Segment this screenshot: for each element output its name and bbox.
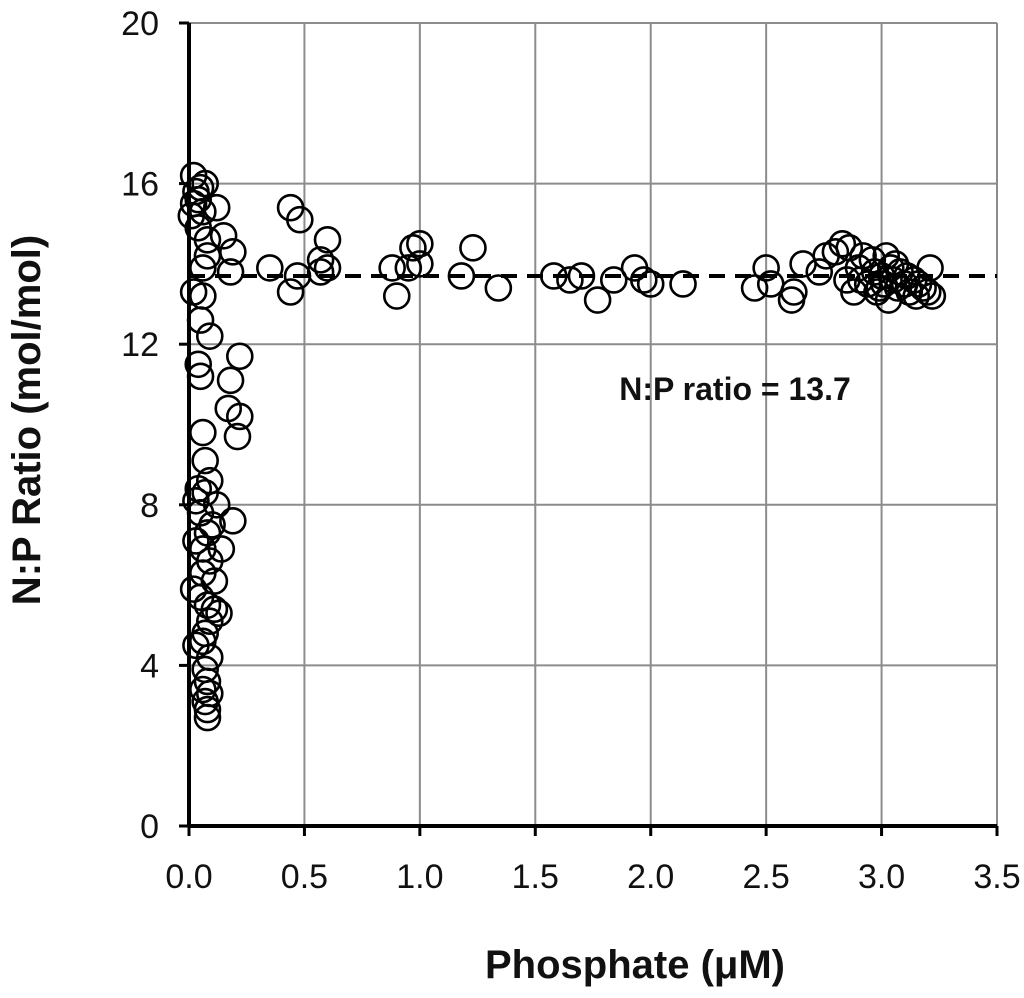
- data-point: [202, 490, 231, 519]
- data-point: [313, 254, 342, 282]
- data-point: [193, 703, 222, 732]
- data-points: [177, 161, 947, 732]
- reference-line-label: N:P ratio = 13.7: [619, 371, 851, 407]
- data-point: [539, 262, 568, 290]
- data-point: [195, 322, 224, 350]
- data-point: [216, 366, 245, 395]
- y-tick-label: 0: [140, 808, 159, 846]
- data-point: [184, 350, 213, 379]
- data-point: [484, 274, 513, 302]
- data-point: [202, 193, 231, 222]
- data-point: [306, 258, 335, 286]
- data-point: [629, 266, 658, 294]
- data-point: [189, 282, 217, 310]
- data-point: [191, 446, 219, 475]
- data-point: [870, 270, 898, 298]
- gridlines: [189, 22, 998, 826]
- y-tick-label: 16: [121, 166, 159, 204]
- data-point: [406, 230, 434, 258]
- data-point: [286, 205, 314, 234]
- data-point: [378, 254, 406, 282]
- data-point: [918, 282, 947, 310]
- data-point: [669, 270, 697, 298]
- data-point: [225, 342, 254, 371]
- x-tick-label: 2.0: [627, 858, 674, 896]
- data-point: [306, 246, 335, 274]
- y-tick-label: 20: [121, 5, 159, 43]
- data-point: [276, 278, 305, 306]
- data-point: [399, 234, 427, 262]
- data-point: [225, 402, 254, 431]
- data-point: [406, 250, 434, 278]
- x-tick-labels: 0.0 0.5 1.0 1.5 2.0 2.5 3.0 3.5: [165, 858, 1020, 896]
- data-point: [447, 262, 476, 290]
- data-point: [583, 286, 612, 314]
- x-tick-label: 0.5: [281, 858, 328, 896]
- data-point: [740, 274, 769, 302]
- data-point: [556, 266, 584, 294]
- data-point: [179, 575, 208, 603]
- x-tick-label: 3.5: [973, 858, 1020, 896]
- y-tick-labels: 0 4 8 12 16 20: [121, 5, 159, 846]
- y-axis-title: N:P Ratio (mol/mol): [5, 235, 49, 605]
- data-point: [195, 607, 224, 636]
- data-point: [752, 254, 780, 282]
- data-point: [255, 254, 284, 282]
- axis-ticks: [179, 21, 999, 836]
- data-point: [182, 486, 210, 515]
- data-point: [636, 270, 665, 298]
- data-point: [780, 278, 808, 306]
- data-point: [567, 262, 596, 290]
- data-point: [191, 169, 219, 198]
- x-tick-label: 2.5: [743, 858, 790, 896]
- data-point: [193, 242, 222, 270]
- data-point: [209, 221, 238, 250]
- data-point: [459, 234, 487, 262]
- x-tick-label: 3.0: [858, 858, 905, 896]
- x-tick-label: 1.5: [512, 858, 559, 896]
- data-point: [382, 282, 411, 310]
- data-point: [219, 507, 247, 535]
- data-point: [193, 226, 222, 254]
- x-axis-title: Phosphate (μM): [485, 943, 785, 987]
- data-point: [223, 422, 252, 451]
- x-tick-label: 0.0: [165, 858, 212, 896]
- data-point: [805, 258, 834, 286]
- data-point: [205, 599, 233, 628]
- data-point: [902, 282, 931, 310]
- y-tick-label: 4: [140, 647, 159, 685]
- x-tick-label: 1.0: [396, 858, 443, 896]
- data-point: [821, 238, 850, 266]
- data-point: [863, 278, 891, 306]
- data-point: [216, 258, 245, 286]
- y-tick-label: 12: [121, 326, 159, 364]
- data-point: [909, 274, 937, 302]
- data-point: [200, 595, 229, 623]
- data-point: [189, 418, 217, 447]
- data-point: [313, 226, 342, 254]
- y-tick-label: 8: [140, 487, 159, 525]
- data-point: [182, 527, 210, 555]
- data-point: [394, 254, 423, 282]
- data-point: [833, 266, 861, 294]
- data-point: [193, 695, 222, 724]
- data-point: [184, 185, 213, 214]
- data-point: [789, 250, 817, 278]
- data-point: [198, 511, 226, 539]
- data-point: [916, 254, 944, 282]
- data-point: [599, 266, 628, 294]
- data-point: [828, 230, 857, 258]
